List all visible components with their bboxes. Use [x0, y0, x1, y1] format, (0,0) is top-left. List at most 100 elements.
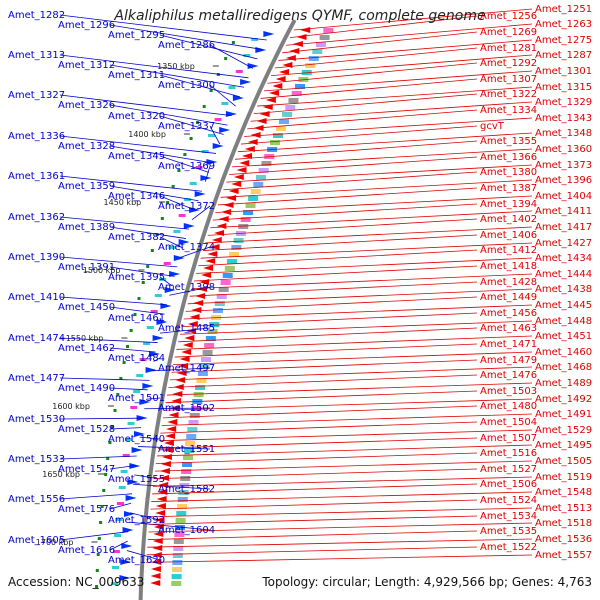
leader-layer [59, 8, 533, 563]
kbp-tick-label: 1550 kbp [66, 334, 104, 343]
left-gene-label: Amet_1533 [8, 454, 65, 465]
misc-feature-block [130, 406, 138, 409]
left-gene-label: Amet_1326 [58, 100, 115, 111]
right-gene-label: Amet_1263 [535, 19, 592, 30]
right-gene-label: Amet_1451 [535, 331, 592, 342]
forward-strand-arrow [212, 143, 224, 149]
forward-strand-arrow [247, 63, 259, 69]
left-gene-label: Amet_1592 [108, 515, 165, 526]
right-leader-line [247, 109, 478, 130]
left-leader-line [59, 175, 202, 192]
right-gene-label: Amet_1428 [480, 277, 537, 288]
right-leader-line [147, 530, 478, 540]
reverse-strand-arrow [163, 440, 174, 446]
cog-track-block [188, 420, 199, 425]
right-gene-label: Amet_1396 [535, 175, 592, 186]
right-leader-line [153, 468, 478, 480]
left-gene-label: Amet_1374 [158, 242, 215, 253]
left-gene-label: Amet_1556 [8, 494, 65, 505]
reverse-strand-arrow [272, 83, 283, 89]
left-gene-label: Amet_1462 [58, 343, 115, 354]
right-gene-label: Amet_1348 [535, 128, 592, 139]
right-gene-label: Amet_1557 [535, 550, 592, 561]
reverse-strand-arrow [211, 237, 222, 243]
cog-track-block [214, 301, 225, 306]
right-leader-line [244, 117, 533, 137]
right-leader-line [234, 140, 478, 160]
reverse-strand-arrow [233, 174, 244, 180]
gc-dot [150, 249, 154, 252]
gc-dot [224, 57, 228, 60]
reverse-strand-arrow [205, 258, 216, 264]
left-leader-line [59, 337, 158, 343]
gc-dot [146, 265, 150, 268]
misc-feature-block [111, 566, 119, 569]
cog-track-block [315, 42, 326, 47]
right-leader-line [159, 429, 533, 442]
misc-feature-block [168, 246, 176, 249]
right-leader-line [156, 444, 533, 457]
forward-strand-arrow [183, 223, 195, 229]
reverse-strand-arrow [159, 475, 170, 481]
left-leader-line [109, 64, 245, 88]
misc-feature-block [243, 54, 251, 57]
left-gene-label: Amet_1312 [58, 60, 115, 71]
left-gene-label: Amet_1547 [58, 464, 115, 475]
left-gene-label: Amet_1530 [8, 414, 65, 425]
right-gene-label: Amet_1292 [480, 58, 537, 69]
left-leader-line [59, 493, 133, 500]
cog-track-block [243, 210, 254, 215]
misc-feature-block [154, 294, 162, 297]
forward-strand-arrow [240, 79, 252, 85]
left-leader-line [144, 407, 211, 410]
reverse-strand-arrow [231, 181, 242, 187]
reverse-strand-arrow [259, 111, 270, 117]
left-leader-line [59, 94, 232, 117]
right-leader-line [161, 413, 533, 426]
left-leader-line [109, 465, 136, 470]
right-gene-label: Amet_1380 [480, 167, 537, 178]
left-leader-line [209, 44, 254, 69]
right-gene-label: Amet_1548 [535, 487, 592, 498]
cog-track-block [255, 175, 266, 180]
cog-track-block [216, 294, 227, 299]
reverse-strand-arrow [172, 391, 183, 397]
misc-feature-block [136, 374, 144, 377]
misc-feature-block [221, 102, 229, 105]
forward-strand-arrow [127, 479, 139, 485]
forward-strand-arrow [119, 575, 131, 581]
right-gene-label: Amet_1479 [480, 355, 537, 366]
gc-dot [137, 297, 141, 300]
reverse-strand-arrow [256, 118, 267, 124]
cog-track-block [226, 259, 237, 264]
right-gene-label: Amet_1411 [535, 206, 592, 217]
reverse-strand-arrow [241, 153, 252, 159]
right-leader-line [150, 499, 478, 510]
left-gene-label: Amet_1485 [158, 323, 215, 334]
right-leader-line [154, 460, 533, 472]
left-gene-label: Amet_1604 [158, 525, 215, 536]
left-gene-label: Amet_1313 [8, 50, 65, 61]
left-gene-label: Amet_1391 [58, 262, 115, 273]
right-leader-line [180, 320, 533, 335]
right-gene-label: Amet_1406 [480, 230, 537, 241]
left-gene-label: Amet_1311 [108, 70, 165, 81]
forward-strand-arrow [219, 127, 231, 133]
right-leader-line [187, 288, 533, 305]
topology-text: Topology: circular; Length: 4,929,566 bp… [262, 575, 592, 589]
right-gene-label: Amet_1275 [535, 35, 592, 46]
cog-track-block [258, 168, 269, 173]
left-gene-label: Amet_1286 [158, 40, 215, 51]
forward-strand-arrow [139, 399, 151, 405]
right-leader-line [160, 421, 478, 434]
cog-track-block [212, 308, 223, 313]
cog-track-block [288, 98, 299, 103]
cog-track-block [189, 413, 200, 418]
forward-strand-arrow [164, 287, 176, 293]
cog-track-block [261, 161, 272, 166]
cog-track-block [174, 532, 185, 537]
left-leader-line [109, 185, 199, 202]
right-gene-label: Amet_1444 [535, 269, 592, 280]
gc-dot [189, 137, 193, 140]
